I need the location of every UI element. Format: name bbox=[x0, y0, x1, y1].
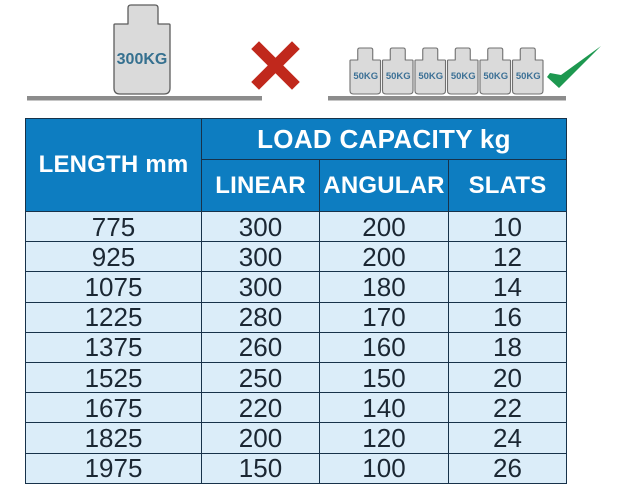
svg-text:300KG: 300KG bbox=[117, 51, 168, 68]
svg-text:50KG: 50KG bbox=[483, 71, 508, 82]
svg-text:50KG: 50KG bbox=[418, 71, 443, 82]
svg-text:50KG: 50KG bbox=[516, 71, 541, 82]
svg-text:50KG: 50KG bbox=[353, 71, 378, 82]
svg-text:50KG: 50KG bbox=[386, 71, 411, 82]
svg-text:50KG: 50KG bbox=[451, 71, 476, 82]
